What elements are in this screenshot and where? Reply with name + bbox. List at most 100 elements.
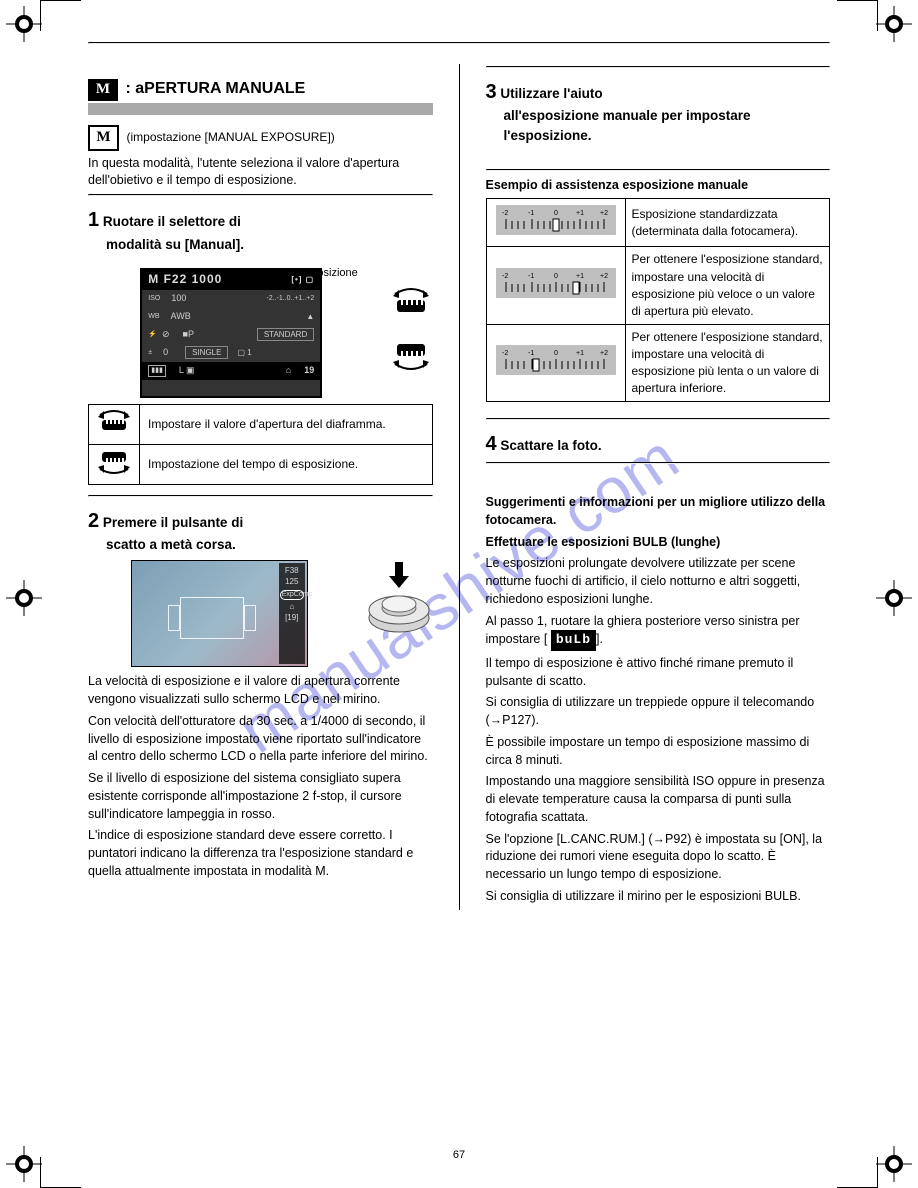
reg-mark (6, 6, 42, 42)
shutter-half-press-icon (365, 560, 433, 634)
bulb-p3: Il tempo di esposizione è attivo finché … (486, 655, 831, 691)
step2-p4: L'indice di esposizione standard deve es… (88, 827, 433, 880)
lcd-flash: ⊘ (162, 328, 170, 341)
bulb-p2b: ]. (596, 632, 603, 646)
dial-icons (389, 268, 433, 372)
live-expcomp: ExpComp (280, 590, 304, 600)
svg-text:+1: +1 (576, 273, 584, 280)
svg-text:-1: -1 (528, 273, 534, 280)
step2-line2: scatto a metà corsa. (106, 535, 433, 554)
tips-heading: Suggerimenti e informazioni per un migli… (486, 494, 831, 530)
step-rule (88, 495, 433, 497)
front-dial-desc: Impostare il valore d'apertura del diafr… (140, 404, 433, 444)
left-column: M : aPERTURA MANUALE M (impostazione [MA… (88, 64, 433, 910)
svg-text:+1: +1 (576, 210, 584, 217)
step3-heading: Utilizzare l'aiuto (500, 86, 602, 101)
reg-mark (6, 580, 42, 616)
svg-text:-2: -2 (502, 273, 508, 280)
svg-text:0: 0 (554, 273, 558, 280)
live-view-overlay: F38 125 ExpComp ⌂ [19] (279, 563, 305, 664)
bulb-p8: Si consiglia di utilizzare il mirino per… (486, 888, 831, 906)
live-view: F38 125 ExpComp ⌂ [19] (131, 560, 308, 667)
live-card: ⌂ (279, 602, 305, 613)
intro-text: In questa modalità, l'utente seleziona i… (88, 155, 433, 191)
page-number: 67 (453, 1148, 465, 1164)
lcd-style: STANDARD (257, 328, 314, 341)
crop-corner-tr (837, 0, 878, 31)
svg-text:+2: +2 (600, 210, 608, 217)
svg-text:+1: +1 (576, 350, 584, 357)
column-separator (459, 64, 460, 910)
lcd-drive: SINGLE (185, 346, 228, 359)
svg-text:0: 0 (554, 350, 558, 357)
section-title: : aPERTURA MANUALE (125, 80, 305, 97)
crop-corner-tl (40, 0, 81, 31)
bulb-p1: Le esposizioni prolungate devolvere util… (486, 555, 831, 608)
lcd-iso: 100 (171, 292, 186, 305)
section-underline (88, 103, 433, 115)
lcd-wb-label: WB (148, 312, 159, 322)
svg-text:+2: +2 (600, 350, 608, 357)
step-rule (486, 169, 831, 171)
step2-p1: La velocità di esposizione e il valore d… (88, 673, 433, 709)
reg-mark (876, 6, 912, 42)
lcd-top-row: M F22 1000 (148, 271, 222, 288)
step2-heading: Premere il pulsante di (103, 515, 243, 530)
lcd-ev: 0 (163, 346, 168, 359)
bulb-p6: Impostando una maggiore sensibilità ISO … (486, 773, 831, 826)
step2-p3: Se il livello di esposizione del sistema… (88, 770, 433, 823)
step2-p2: Con velocità dell'otturatore da 30 sec. … (88, 713, 433, 766)
mode-badge-solid: M (88, 79, 118, 101)
lcd-pic: ■P (183, 328, 194, 341)
dial-function-table: Impostare il valore d'apertura del diafr… (88, 404, 433, 485)
bulb-p4: Si consiglia di utilizzare un treppiede … (486, 694, 831, 730)
lcd-ev-label: ± (148, 348, 152, 358)
camera-lcd: M F22 1000[•] ▢ ISO100 -2..-1..0..+1..+2… (140, 268, 322, 398)
bulb-p5: È possibile impostare un tempo di esposi… (486, 734, 831, 770)
ev-row-text: Per ottenere l'esposizione standard, imp… (625, 324, 830, 401)
svg-text:-1: -1 (528, 350, 534, 357)
rear-dial-desc: Impostazione del tempo di esposizione. (140, 444, 433, 484)
subtitle: (impostazione [MANUAL EXPOSURE]) (126, 130, 334, 144)
bulb-p2: Al passo 1, ruotare la ghiera posteriore… (486, 613, 831, 651)
crop-corner-bl (40, 1157, 81, 1188)
bulb-p7: Se l'opzione [L.CANC.RUM.] (→P92) è impo… (486, 831, 831, 884)
step-rule (486, 66, 831, 68)
step-rule (486, 418, 831, 420)
svg-text:0: 0 (554, 210, 558, 217)
ev-scale-icon: -2 -1 0 +1 +2 (496, 205, 616, 235)
front-dial-icon (389, 286, 433, 318)
lcd-iso-label: ISO (148, 294, 160, 304)
bulb-heading: Effettuare le esposizioni BULB (lunghe) (486, 534, 831, 552)
step-rule (486, 462, 831, 464)
lcd-bat: ▮▮▮ (148, 365, 166, 377)
reg-mark (876, 580, 912, 616)
bulb-p2a: Al passo 1, ruotare la ghiera posteriore… (486, 614, 800, 647)
crop-corner-br (837, 1157, 878, 1188)
svg-text:-1: -1 (528, 210, 534, 217)
lcd-ev-scale: -2..-1..0..+1..+2 (266, 294, 314, 304)
rear-dial-icon (96, 449, 132, 475)
lcd-remain: 19 (304, 364, 314, 377)
mode-badge-outline: M (88, 125, 119, 151)
top-rule (88, 42, 830, 44)
lcd-flash-label: ⚡ (148, 330, 157, 340)
live-shutter: 125 (279, 577, 305, 588)
lcd-card: ⌂ (286, 364, 291, 377)
ev-row-text: Per ottenere l'esposizione standard, imp… (625, 247, 830, 324)
step4-heading: Scattare la foto. (500, 438, 601, 453)
live-f: F38 (279, 566, 305, 577)
front-dial-icon (96, 409, 132, 435)
svg-text:-2: -2 (502, 350, 508, 357)
ev-scale-icon: -2 -1 0 +1 +2 (496, 268, 616, 298)
bulb-badge: buLb (551, 630, 596, 650)
lcd-qual: L ▣ (179, 364, 195, 377)
ev-scale-icon: -2 -1 0 +1 +2 (496, 345, 616, 375)
step3-line2: all'esposizione manuale per impostare l'… (504, 106, 831, 144)
example-label: Esempio di assistenza esposizione manual… (486, 177, 831, 195)
ev-row-text: Esposizione standardizzata (determinata … (625, 199, 830, 247)
rear-dial-icon (389, 340, 433, 372)
svg-text:-2: -2 (502, 210, 508, 217)
reg-mark (6, 1146, 42, 1182)
svg-text:+2: +2 (600, 273, 608, 280)
